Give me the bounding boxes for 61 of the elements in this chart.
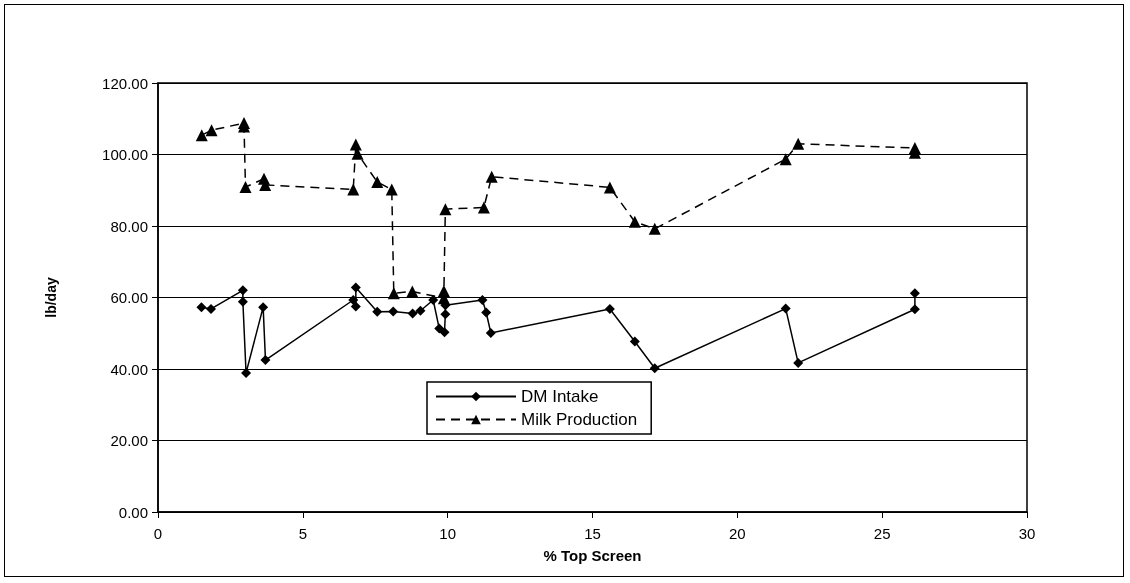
- point: [205, 124, 218, 137]
- y-tick-label: 0.00: [118, 503, 148, 521]
- point: [372, 306, 383, 317]
- x-tick-label: 0: [153, 525, 163, 542]
- point: [649, 363, 660, 374]
- point: [481, 307, 492, 318]
- legend-label: DM Intake: [521, 387, 599, 406]
- point: [439, 327, 450, 338]
- point: [350, 282, 361, 293]
- point: [439, 203, 452, 216]
- point: [909, 304, 920, 315]
- point: [196, 302, 207, 313]
- point: [604, 303, 615, 314]
- point: [779, 153, 792, 166]
- point: [195, 129, 208, 142]
- point: [206, 303, 217, 314]
- y-tick-label: 40.00: [110, 360, 148, 378]
- point: [477, 295, 488, 305]
- y-tick-label: 80.00: [110, 217, 148, 235]
- point: [792, 137, 805, 150]
- y-tick-label: 20.00: [110, 432, 148, 449]
- point: [485, 327, 496, 338]
- point: [385, 183, 398, 196]
- point: [239, 181, 252, 194]
- y-axis-title: lb/day: [43, 277, 59, 318]
- point: [477, 201, 490, 214]
- point: [387, 287, 400, 300]
- x-tick-label: 30: [1018, 525, 1036, 542]
- point: [407, 308, 418, 319]
- point: [350, 301, 361, 312]
- x-tick-label: 25: [873, 525, 891, 542]
- y-tick-label: 100.00: [102, 146, 148, 163]
- x-tick-label: 10: [439, 525, 457, 542]
- point: [237, 285, 248, 296]
- x-axis-title: % Top Screen: [543, 547, 642, 564]
- point: [348, 295, 359, 305]
- point: [437, 285, 450, 298]
- x-tick-label: 5: [298, 525, 308, 542]
- point: [258, 302, 269, 313]
- point: [241, 367, 252, 378]
- y-tick-label: 60.00: [110, 289, 148, 306]
- point: [629, 336, 640, 347]
- point: [440, 309, 451, 320]
- point: [628, 215, 641, 228]
- point: [428, 295, 439, 305]
- point: [388, 306, 399, 317]
- point: [347, 183, 360, 196]
- legend-label: Milk Production: [521, 410, 638, 429]
- point: [603, 181, 616, 194]
- y-tick-label: 120.00: [102, 74, 148, 92]
- point: [406, 285, 419, 298]
- point: [415, 305, 426, 316]
- x-tick-label: 20: [728, 525, 746, 542]
- point: [260, 355, 271, 366]
- point: [780, 303, 791, 314]
- point: [434, 323, 445, 334]
- point: [371, 176, 384, 189]
- point: [485, 170, 498, 183]
- x-tick-label: 15: [584, 525, 601, 542]
- point: [648, 222, 661, 235]
- point: [793, 357, 804, 368]
